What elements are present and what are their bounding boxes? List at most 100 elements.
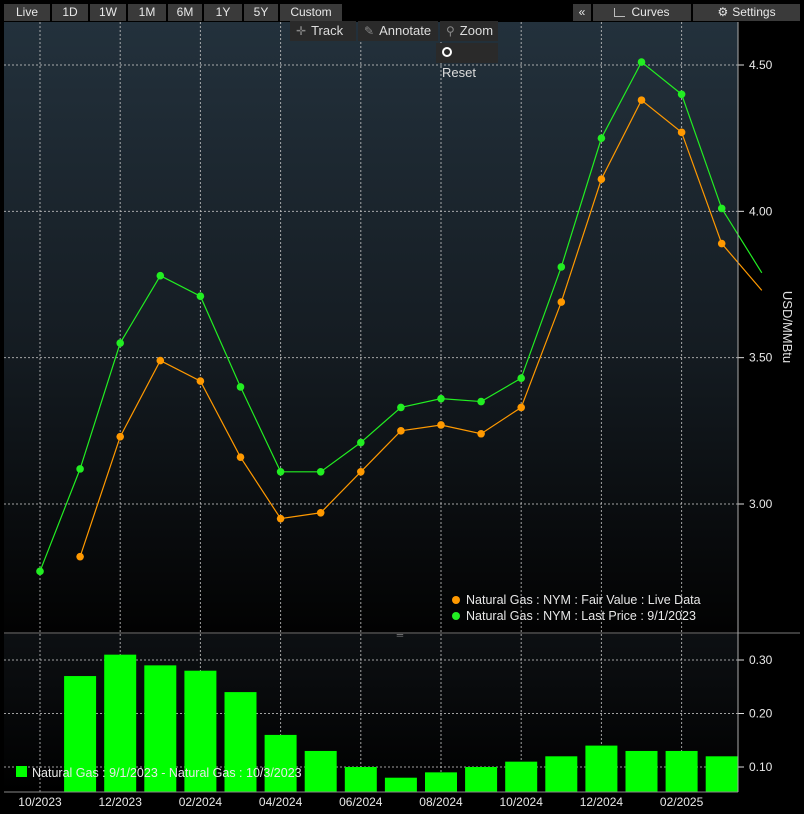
gear-icon: ⚙: [717, 5, 729, 19]
fair-value-point: [477, 429, 485, 438]
price-axis-label: USD/MMBtu: [780, 291, 795, 363]
volume-bar: [425, 772, 457, 792]
volume-bars: [64, 654, 738, 792]
last-price-point: [397, 403, 405, 412]
volume-bar: [505, 761, 538, 792]
x-tick-label: 08/2024: [419, 795, 463, 809]
fair-value-point: [116, 432, 124, 441]
price-axis: 3.00 3.50 4.00 4.50: [738, 58, 773, 511]
x-tick-label: 12/2024: [580, 795, 624, 809]
curves-icon: [614, 8, 626, 17]
main-gridlines: [4, 22, 738, 632]
fair-value-point: [316, 508, 325, 517]
collapse-button[interactable]: «: [573, 4, 591, 21]
fair-value-point: [276, 514, 285, 523]
x-tick-label: 12/2023: [99, 795, 143, 809]
volume-bar: [104, 654, 137, 792]
volume-bar: [184, 670, 217, 792]
fair-value-line: [79, 99, 763, 557]
volume-bar: [705, 756, 738, 792]
volume-bar: [585, 745, 618, 792]
annotate-label: Annotate: [379, 23, 432, 38]
y-tick-label: 3.00: [749, 497, 773, 511]
fair-value-point: [677, 128, 686, 137]
legend-swatch-volume: [16, 766, 27, 777]
last-price-point: [236, 383, 245, 391]
main-plot-background: [4, 22, 738, 632]
last-price-point: [196, 292, 205, 301]
settings-label: Settings: [732, 5, 776, 19]
track-button[interactable]: ✛ Track: [290, 21, 356, 41]
last-price-point: [717, 204, 726, 213]
y-tick-label: 4.00: [749, 204, 773, 218]
volume-bar: [224, 692, 257, 792]
reset-icon: [442, 47, 452, 57]
volume-bar: [384, 777, 417, 792]
range-1m-button[interactable]: 1M: [128, 4, 166, 21]
legend-swatch-fair-value: [452, 596, 460, 604]
last-price-point: [276, 468, 285, 476]
fair-value-point: [397, 427, 405, 435]
volume-bar: [344, 767, 377, 792]
y-tick-label: 0.20: [749, 707, 773, 721]
x-tick-label: 10/2023: [18, 795, 62, 809]
zoom-button[interactable]: ⚲ Zoom: [440, 21, 498, 41]
range-1w-button[interactable]: 1W: [90, 4, 126, 21]
range-5y-button[interactable]: 5Y: [244, 4, 278, 21]
fair-value-point: [76, 552, 84, 561]
curves-button[interactable]: Curves: [593, 4, 691, 21]
range-custom-button[interactable]: Custom: [280, 4, 342, 21]
crosshair-icon: ✛: [296, 24, 307, 38]
volume-legend: Natural Gas : 9/1/2023 - Natural Gas : 1…: [16, 766, 302, 780]
volume-bar: [465, 767, 498, 792]
fair-value-point: [557, 298, 566, 306]
settings-button[interactable]: ⚙ Settings: [693, 4, 800, 21]
range-1y-button[interactable]: 1Y: [204, 4, 242, 21]
last-price-point: [76, 465, 84, 473]
curves-label: Curves: [631, 5, 670, 19]
range-1d-button[interactable]: 1D: [52, 4, 88, 21]
range-6m-button[interactable]: 6M: [168, 4, 202, 21]
last-price-point: [637, 58, 646, 66]
price-legend: Natural Gas : NYM : Fair Value : Live Da…: [452, 593, 701, 623]
legend-label-volume: Natural Gas : 9/1/2023 - Natural Gas : 1…: [32, 766, 302, 780]
last-price-point: [437, 394, 445, 403]
track-label: Track: [311, 23, 344, 38]
volume-bar: [304, 750, 337, 792]
y-tick-label: 0.30: [749, 653, 773, 667]
magnifier-icon: ⚲: [446, 24, 455, 38]
y-tick-label: 0.10: [749, 760, 773, 774]
last-price-point: [316, 468, 325, 476]
volume-bar: [545, 756, 578, 792]
volume-axis: 0.10 0.20 0.30: [738, 653, 773, 774]
reset-button[interactable]: Reset: [436, 43, 498, 80]
last-price-point: [156, 271, 165, 280]
volume-bar: [264, 734, 297, 792]
last-price-point: [116, 339, 124, 347]
fair-value-point: [717, 239, 726, 248]
last-price-point: [677, 90, 686, 99]
range-live-button[interactable]: Live: [4, 4, 50, 21]
legend-swatch-last-price: [452, 612, 460, 620]
volume-bar: [625, 750, 658, 792]
fair-value-point: [357, 468, 365, 476]
price-lines: [36, 58, 763, 576]
last-price-point: [357, 438, 365, 447]
x-tick-label: 02/2024: [179, 795, 223, 809]
volume-bar: [144, 665, 177, 792]
x-tick-label: 06/2024: [339, 795, 383, 809]
pencil-icon: ✎: [364, 24, 375, 38]
legend-label-last-price: Natural Gas : NYM : Last Price : 9/1/202…: [466, 609, 696, 623]
last-price-point: [36, 567, 44, 576]
volume-bar: [64, 676, 97, 792]
date-axis: 10/2023 12/2023 02/2024 04/2024 06/2024 08/20…: [4, 22, 739, 809]
last-price-point: [597, 134, 606, 142]
fair-value-point: [597, 175, 606, 183]
fair-value-point: [517, 403, 525, 412]
annotate-button[interactable]: ✎ Annotate: [358, 21, 438, 41]
x-tick-label: 10/2024: [500, 795, 544, 809]
zoom-label: Zoom: [459, 23, 494, 38]
fair-value-point: [236, 453, 245, 461]
pane-resize-handle[interactable]: ═: [396, 630, 404, 640]
